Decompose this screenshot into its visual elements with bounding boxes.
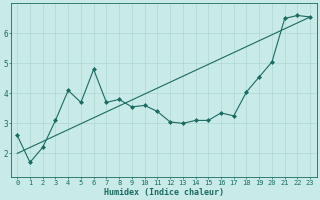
X-axis label: Humidex (Indice chaleur): Humidex (Indice chaleur) [104, 188, 224, 197]
